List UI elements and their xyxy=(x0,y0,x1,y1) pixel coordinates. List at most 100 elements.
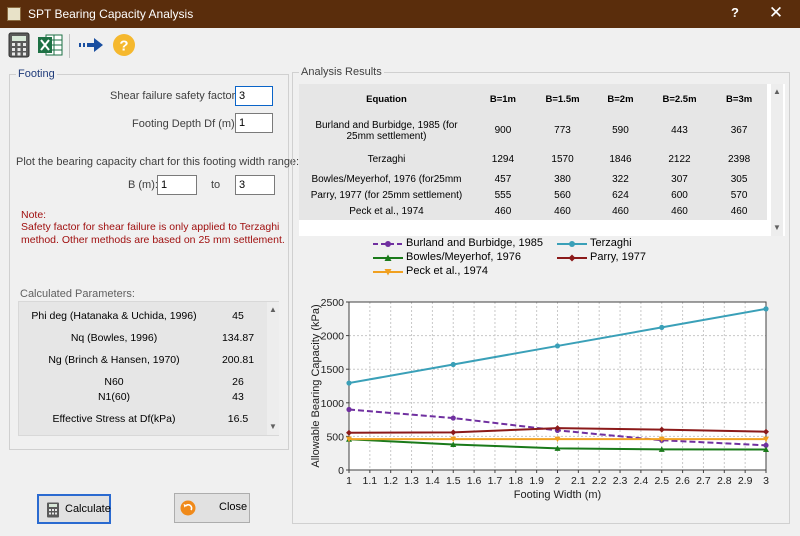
value-cell: 560 xyxy=(554,189,571,201)
legend-marker-parry xyxy=(557,254,587,262)
footing-depth-input[interactable] xyxy=(235,113,273,133)
param-name: Nq (Bowles, 1996) xyxy=(70,332,158,344)
col-header-equation: Equation xyxy=(366,93,407,105)
table-row: Burland and Burbidge, 1985 (for 25mm sett… xyxy=(299,114,767,147)
param-name: Phi deg (Hatanaka & Uchida, 1996) xyxy=(31,310,197,322)
note-title: Note: xyxy=(21,209,47,221)
params-scrollbar[interactable]: ▲ ▼ xyxy=(267,302,279,435)
value-cell: 460 xyxy=(730,206,748,217)
x-axis-label: Footing Width (m) xyxy=(514,489,601,501)
plot-border xyxy=(348,301,767,471)
data-point xyxy=(763,306,769,312)
value-cell: 555 xyxy=(494,189,512,201)
safety-factor-label: Shear failure safety factor: xyxy=(110,90,239,102)
x-tick-label: 1.1 xyxy=(363,475,378,487)
data-point xyxy=(658,426,665,433)
equation-cell: Terzaghi xyxy=(367,153,406,165)
equation-cell: Parry, 1977 (for 25mm settlement) xyxy=(310,189,463,201)
y-tick-label: 2500 xyxy=(321,297,345,309)
value-cell: 1570 xyxy=(551,153,574,165)
results-header-row: Equation B=1m B=1.5m B=2m B=2.5m B=3m xyxy=(299,84,767,114)
analysis-results-title: Analysis Results xyxy=(299,66,384,78)
col-header-b1: B=1m xyxy=(489,93,516,105)
table-row: Terzaghi 1294 1570 1846 2122 2398 xyxy=(299,147,767,171)
data-point xyxy=(658,446,665,452)
footing-depth-label: Footing Depth Df (m): xyxy=(132,118,238,130)
legend-marker-burland xyxy=(373,241,403,247)
x-tick-label: 1.7 xyxy=(488,475,503,487)
b-from-input[interactable] xyxy=(157,175,197,195)
table-row: Peck et al., 1974 460 460 460 460 460 xyxy=(299,203,767,220)
calculate-button[interactable]: Calculate xyxy=(37,494,111,524)
params-title: Calculated Parameters: xyxy=(20,288,135,300)
table-row: Parry, 1977 (for 25mm settlement) 555 56… xyxy=(299,187,767,203)
x-tick-label: 1.9 xyxy=(529,475,544,487)
data-point xyxy=(554,445,561,451)
results-table-container: Equation B=1m B=1.5m B=2m B=2.5m B=3m Bu… xyxy=(299,84,785,236)
analysis-results-group: Analysis Results xyxy=(292,66,790,524)
x-tick-label: 2.5 xyxy=(654,475,669,487)
help-title-button[interactable]: ? xyxy=(731,5,739,20)
y-tick-label: 2000 xyxy=(321,331,345,343)
b-label: B (m): xyxy=(128,179,158,191)
calculated-params-list: Phi deg (Hatanaka & Uchida, 1996) 45 Nq … xyxy=(18,301,279,436)
col-header-b2-5: B=2.5m xyxy=(662,93,697,105)
width-range-label: Plot the bearing capacity chart for this… xyxy=(16,156,300,168)
value-cell: 460 xyxy=(671,206,688,217)
legend-label-peck: Peck et al., 1974 xyxy=(406,265,488,277)
data-point xyxy=(554,436,561,443)
param-name: N1(60) xyxy=(97,391,131,403)
legend-item-bowles: Bowles/Meyerhof, 1976 xyxy=(372,251,542,265)
x-tick-label: 1.8 xyxy=(508,475,523,487)
close-button-label: Close xyxy=(219,501,248,513)
help-icon[interactable]: ? xyxy=(111,32,137,58)
arrow-right-icon[interactable] xyxy=(78,32,104,58)
x-tick-label: 1.4 xyxy=(425,475,440,487)
data-point xyxy=(450,436,457,443)
b-to-input[interactable] xyxy=(235,175,275,195)
value-cell: 322 xyxy=(612,173,629,185)
value-cell: 460 xyxy=(494,206,512,217)
excel-icon[interactable] xyxy=(37,32,63,58)
safety-factor-input[interactable] xyxy=(235,86,273,106)
undo-icon xyxy=(180,500,196,516)
col-header-b3: B=3m xyxy=(726,93,753,105)
x-tick-label: 1 xyxy=(346,475,352,487)
x-tick-label: 1.2 xyxy=(383,475,398,487)
data-point xyxy=(346,429,352,436)
app-icon xyxy=(7,7,21,21)
calculate-button-label: Calculate xyxy=(65,503,111,515)
data-point xyxy=(763,446,769,453)
calculator-icon xyxy=(47,502,59,518)
window-title: SPT Bearing Capacity Analysis xyxy=(28,7,194,21)
data-point xyxy=(658,436,665,443)
calculator-icon[interactable] xyxy=(6,32,32,58)
data-point xyxy=(346,380,352,386)
legend-item-peck: Peck et al., 1974 xyxy=(372,265,542,279)
results-scrollbar[interactable]: ▲ ▼ xyxy=(771,84,783,236)
title-bar: SPT Bearing Capacity Analysis ? ✕ xyxy=(0,0,800,28)
legend-label-parry: Parry, 1977 xyxy=(590,251,647,263)
y-axis-label: Allowable Bearing Capacity (kPa) xyxy=(310,304,322,467)
scroll-down-icon[interactable]: ▼ xyxy=(269,422,277,431)
value-cell: 570 xyxy=(730,189,748,201)
close-button[interactable]: Close xyxy=(174,493,250,523)
legend-item-burland: Burland and Burbidge, 1985 xyxy=(372,237,543,251)
results-table: Equation B=1m B=1.5m B=2m B=2.5m B=3m Bu… xyxy=(299,84,767,220)
toolbar-separator xyxy=(69,34,70,58)
equation-cell: Bowles/Meyerhof, 1976 (for25mm xyxy=(311,173,462,185)
data-point xyxy=(763,442,769,448)
data-point xyxy=(450,441,457,447)
value-cell: 443 xyxy=(671,125,688,136)
y-tick-label: 500 xyxy=(326,431,344,443)
param-value: 16.5 xyxy=(227,413,249,425)
note-line-2: method. Other methods are based on 25 mm… xyxy=(21,234,285,246)
param-value: 200.81 xyxy=(221,354,255,366)
value-cell: 1846 xyxy=(609,153,632,165)
scroll-down-icon[interactable]: ▼ xyxy=(773,223,781,232)
svg-text:?: ? xyxy=(119,38,128,55)
scroll-up-icon[interactable]: ▲ xyxy=(773,87,781,96)
value-cell: 900 xyxy=(494,125,512,136)
close-window-button[interactable]: ✕ xyxy=(768,3,784,22)
scroll-up-icon[interactable]: ▲ xyxy=(269,305,277,314)
